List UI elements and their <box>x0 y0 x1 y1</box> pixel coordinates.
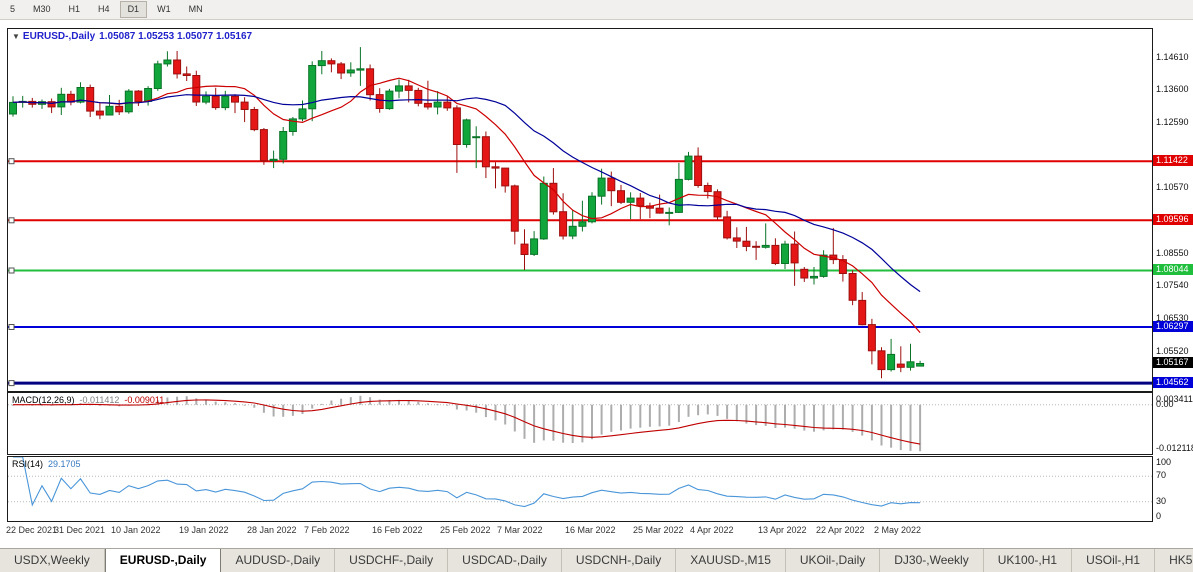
price-axis-label: 1.05520 <box>1156 345 1189 356</box>
macd-label: MACD(12,26,9) -0.011412 -0.009011 <box>12 395 164 406</box>
date-axis-label: 28 Jan 2022 <box>247 525 297 535</box>
chart-tab-xauusd-m15[interactable]: XAUUSD-,M15 <box>676 549 786 572</box>
rsi-indicator-panel[interactable]: RSI(14) 29.1705 <box>7 456 1153 522</box>
rsi-name: RSI(14) <box>12 459 44 469</box>
price-axis-label: 1.07540 <box>1156 280 1189 291</box>
moving-average-line[interactable] <box>12 94 921 293</box>
macd-chart[interactable] <box>8 393 1152 459</box>
rsi-line <box>13 456 921 508</box>
line-handle[interactable] <box>8 217 15 224</box>
price-axis-label: 1.13600 <box>1156 84 1189 95</box>
rsi-axis-label: 70 <box>1156 470 1167 481</box>
chart-tabs-bar: USDX,Weekly EURUSD-,Daily AUDUSD-,Daily USD… <box>0 548 1193 572</box>
timeframe-toolbar: 5 M30 H1 H4 D1 W1 MN <box>0 0 1193 20</box>
macd-axis-label: -0.012118 <box>1156 442 1193 453</box>
date-axis-label: 22 Apr 2022 <box>816 525 865 535</box>
timeframe-button-w1[interactable]: W1 <box>157 4 171 14</box>
rsi-label: RSI(14) 29.1705 <box>12 459 81 470</box>
date-axis-label: 16 Feb 2022 <box>372 525 423 535</box>
price-level-badge: 1.05167 <box>1153 357 1193 368</box>
chart-tab-usoil-h1[interactable]: USOil-,H1 <box>1072 549 1156 572</box>
date-axis-label: 16 Mar 2022 <box>565 525 616 535</box>
timeframe-button-mn[interactable]: MN <box>188 4 203 14</box>
timeframe-button-m30[interactable]: M30 <box>33 4 51 14</box>
price-level-badge: 1.09596 <box>1153 213 1193 225</box>
macd-indicator-panel[interactable]: MACD(12,26,9) -0.011412 -0.009011 <box>7 392 1153 455</box>
price-axis-label: 1.06530 <box>1156 312 1189 323</box>
rsi-axis-label: 0 <box>1156 511 1162 521</box>
date-axis-label: 25 Mar 2022 <box>633 525 684 535</box>
chart-tab-audusd-daily[interactable]: AUDUSD-,Daily <box>221 549 336 572</box>
price-level-badge: 1.04562 <box>1153 376 1193 388</box>
date-axis-label: 25 Feb 2022 <box>440 525 491 535</box>
macd-main-value: -0.011412 <box>79 395 120 405</box>
macd-signal-line <box>13 399 921 445</box>
chart-tab-usdx-weekly[interactable]: USDX,Weekly <box>0 549 105 572</box>
horizontal-level-line[interactable] <box>8 380 1152 387</box>
macd-signal-value: -0.009011 <box>124 395 165 405</box>
timeframe-button-h4[interactable]: H4 <box>98 4 110 14</box>
price-axis-label: 1.14610 <box>1156 51 1189 62</box>
date-axis-label: 31 Dec 2021 <box>54 525 106 535</box>
chart-tab-hk50[interactable]: HK50- <box>1155 549 1193 572</box>
horizontal-level-line[interactable] <box>8 324 1152 330</box>
date-axis-label: 7 Mar 2022 <box>497 525 543 535</box>
line-handle[interactable] <box>8 158 15 165</box>
horizontal-level-line[interactable] <box>8 267 1152 274</box>
chart-tab-eurusd-daily[interactable]: EURUSD-,Daily <box>104 549 222 572</box>
timeframe-button-d1[interactable]: D1 <box>119 1 148 18</box>
rsi-value: 29.1705 <box>48 459 81 469</box>
timeframe-button-5[interactable]: 5 <box>10 4 16 14</box>
macd-axis-label: 0.00 <box>1156 398 1174 409</box>
price-axis-label: 1.08550 <box>1156 247 1189 258</box>
chart-symbol-label: EURUSD-,Daily <box>22 31 96 42</box>
rsi-axis-label: 30 <box>1156 495 1167 506</box>
chart-tab-dj30-weekly[interactable]: DJ30-,Weekly <box>880 549 984 572</box>
price-chart-panel[interactable]: ▼ EURUSD-,Daily 1.05087 1.05253 1.05077 1.… <box>7 28 1153 392</box>
price-level-badge: 1.11422 <box>1153 154 1193 166</box>
timeframe-button-h1[interactable]: H1 <box>68 4 81 14</box>
collapse-chart-icon[interactable]: ▼ <box>12 32 20 41</box>
chart-tab-usdcad-daily[interactable]: USDCAD-,Daily <box>448 549 562 572</box>
chart-header: ▼ EURUSD-,Daily 1.05087 1.05253 1.05077 1.… <box>12 31 256 43</box>
date-axis-label: 19 Jan 2022 <box>179 525 229 535</box>
horizontal-level-line[interactable] <box>8 217 1152 224</box>
date-axis-label: 7 Feb 2022 <box>304 525 350 535</box>
macd-name: MACD(12,26,9) <box>12 395 75 405</box>
rsi-axis-label: 100 <box>1156 457 1172 467</box>
rsi-chart[interactable] <box>8 456 1152 526</box>
line-handle[interactable] <box>8 324 15 330</box>
date-axis-label: 2 May 2022 <box>874 525 922 535</box>
date-axis-label: 22 Dec 2021 <box>6 525 58 535</box>
price-level-badge: 1.08044 <box>1153 264 1193 275</box>
candlestick-chart[interactable] <box>8 29 1152 396</box>
chart-tab-usdcnh-daily[interactable]: USDCNH-,Daily <box>562 549 677 572</box>
date-axis-label: 4 Apr 2022 <box>690 525 734 535</box>
line-handle[interactable] <box>8 380 15 387</box>
chart-ohlc-values: 1.05087 1.05253 1.05077 1.05167 <box>99 31 253 42</box>
chart-tab-ukoil-daily[interactable]: UKOil-,Daily <box>786 549 881 572</box>
chart-tab-uk100-h1[interactable]: UK100-,H1 <box>984 549 1073 572</box>
moving-average-line[interactable] <box>12 77 921 333</box>
date-axis-label: 10 Jan 2022 <box>111 525 161 535</box>
price-level-badge: 1.06297 <box>1153 320 1193 332</box>
candles-layer <box>9 47 925 379</box>
chart-tab-usdchf-daily[interactable]: USDCHF-,Daily <box>335 549 449 572</box>
price-axis-label: 1.10570 <box>1156 182 1189 193</box>
price-axis-label: 1.12590 <box>1156 116 1189 127</box>
line-handle[interactable] <box>8 267 15 274</box>
macd-axis-label: 0.003411 <box>1156 394 1193 404</box>
date-axis-label: 13 Apr 2022 <box>758 525 807 535</box>
